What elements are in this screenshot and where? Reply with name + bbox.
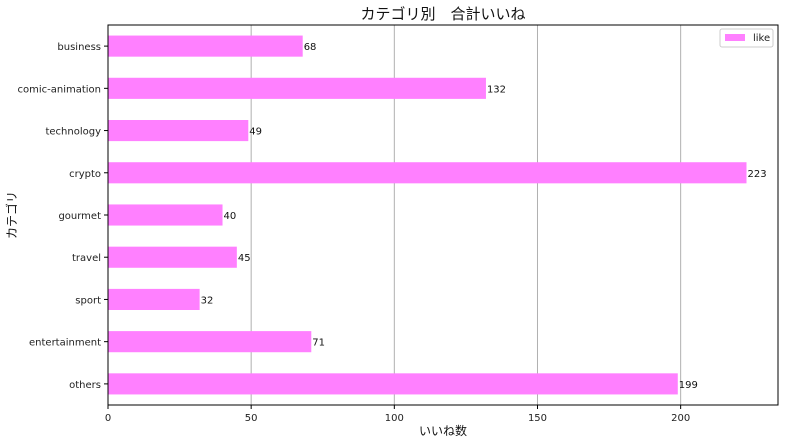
- data-label: 132: [487, 84, 506, 95]
- y-tick-label: business: [57, 42, 101, 53]
- data-label: 71: [312, 338, 325, 349]
- x-tick-label: 100: [385, 413, 404, 424]
- x-tick-label: 0: [105, 413, 111, 424]
- bar-technology: [108, 120, 249, 142]
- plot-frame: [107, 24, 779, 406]
- x-tick-label: 150: [528, 413, 547, 424]
- legend-label: like: [753, 33, 770, 44]
- y-tick-label: technology: [45, 127, 101, 138]
- bar-crypto: [108, 162, 747, 184]
- data-label: 49: [249, 127, 262, 138]
- legend-box: [719, 28, 774, 48]
- y-tick-label: others: [69, 380, 101, 391]
- y-tick-label: sport: [75, 295, 101, 306]
- data-label: 32: [201, 295, 214, 306]
- bar-others: [108, 373, 678, 395]
- bar-gourmet: [108, 204, 223, 226]
- bar-business: [108, 35, 303, 57]
- legend-swatch: [725, 34, 745, 41]
- data-label: 223: [748, 169, 767, 180]
- bar-entertainment: [108, 331, 312, 353]
- y-tick-label: entertainment: [29, 338, 101, 349]
- bar-sport: [108, 288, 200, 310]
- data-label: 68: [304, 42, 317, 53]
- data-label: 40: [224, 211, 237, 222]
- x-tick-label: 200: [671, 413, 690, 424]
- bar-comic-animation: [108, 77, 486, 99]
- x-axis-title: いいね数: [419, 423, 467, 438]
- data-label: 45: [238, 253, 251, 264]
- y-tick-label: crypto: [69, 169, 101, 180]
- legend: like: [719, 28, 774, 48]
- y-tick-label: travel: [72, 253, 101, 264]
- chart-title: カテゴリ別 合計いいね: [360, 5, 525, 23]
- y-tick-label: gourmet: [58, 211, 101, 222]
- y-axis-title: カテゴリ: [4, 191, 19, 239]
- x-tick-label: 50: [245, 413, 258, 424]
- data-labels: 68 132 49 223 40 45 32 71 199: [201, 42, 767, 391]
- bar-travel: [108, 246, 237, 268]
- data-label: 199: [679, 380, 698, 391]
- y-axis-ticks: business comic-animation technology crypto g…: [17, 42, 108, 391]
- y-tick-label: comic-animation: [17, 84, 101, 95]
- x-axis-ticks: 0 50 100 150 200: [105, 405, 690, 424]
- bars: [108, 35, 747, 395]
